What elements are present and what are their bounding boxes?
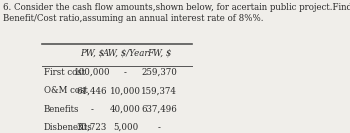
Text: 159,374: 159,374 [141, 86, 177, 95]
Text: 100,000: 100,000 [74, 68, 110, 77]
Text: First cost: First cost [44, 68, 85, 77]
Text: -: - [90, 105, 93, 114]
Text: 40,000: 40,000 [110, 105, 141, 114]
Text: 10,000: 10,000 [110, 86, 141, 95]
Text: 61,446: 61,446 [77, 86, 107, 95]
Text: 5,000: 5,000 [113, 123, 138, 132]
Text: PW, $: PW, $ [80, 49, 104, 58]
Text: 6. Consider the cash flow amounts,shown below, for acertain public project.Find : 6. Consider the cash flow amounts,shown … [3, 3, 350, 23]
Text: Benefits: Benefits [44, 105, 79, 114]
Text: Disbenefits: Disbenefits [44, 123, 92, 132]
Text: O&M cost: O&M cost [44, 86, 88, 95]
Text: -: - [124, 68, 127, 77]
Text: AW, $/Year: AW, $/Year [102, 49, 149, 58]
Text: 637,496: 637,496 [141, 105, 177, 114]
Text: 259,370: 259,370 [141, 68, 177, 77]
Text: FW, $: FW, $ [147, 49, 172, 58]
Text: -: - [158, 123, 161, 132]
Text: 30,723: 30,723 [77, 123, 107, 132]
